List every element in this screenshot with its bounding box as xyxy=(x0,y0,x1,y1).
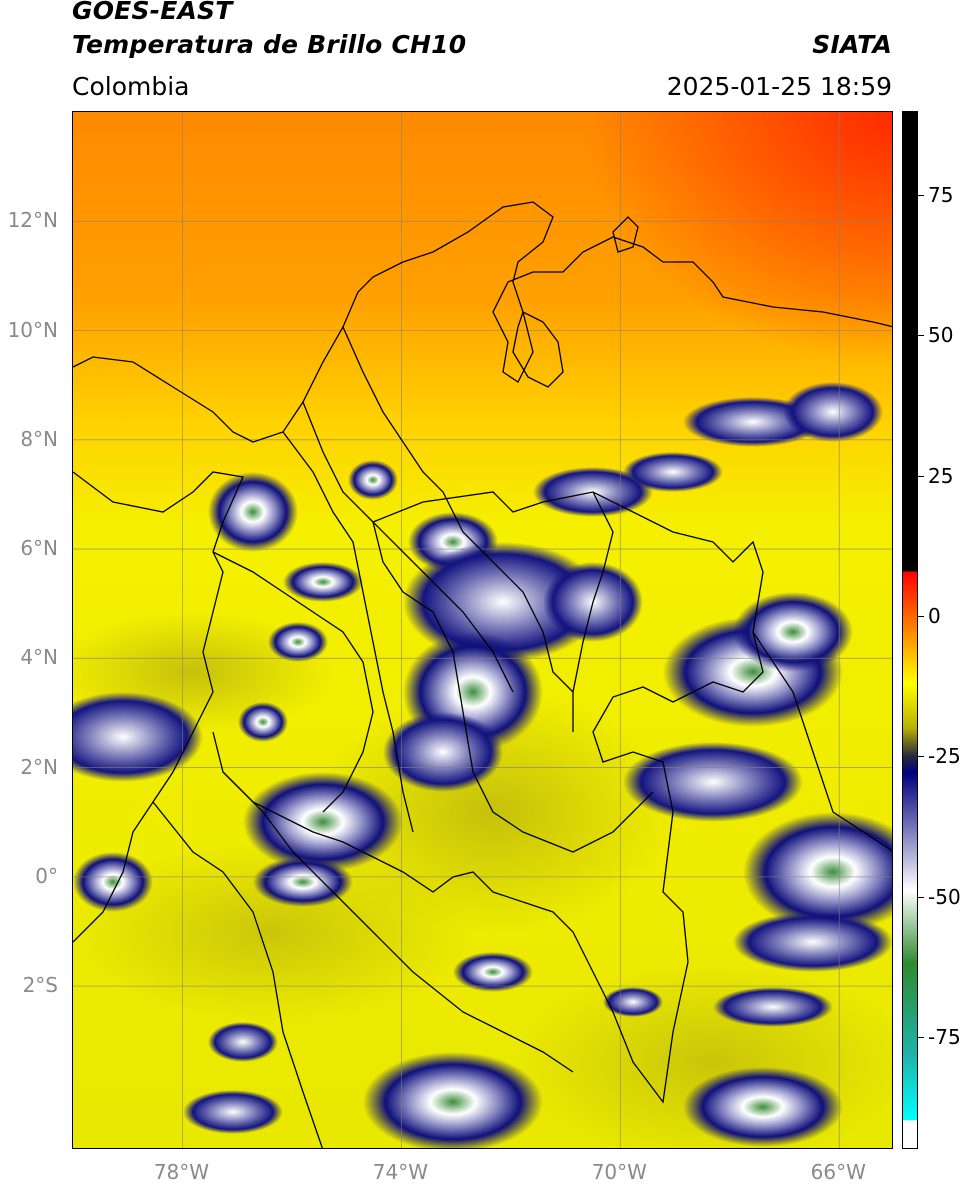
colorbar-tick-mark xyxy=(918,615,924,617)
lat-tick-label: 12°N xyxy=(7,208,58,233)
lat-tick-label: 4°N xyxy=(20,645,58,670)
lon-tick-label: 70°W xyxy=(591,1160,647,1184)
colorbar-tick-mark xyxy=(918,756,924,758)
colombia-border xyxy=(212,491,764,1104)
lat-tick-label: 0° xyxy=(35,863,58,888)
borders xyxy=(73,201,892,1148)
colorbar-tick-mark xyxy=(918,195,924,197)
colorbar-tick-mark xyxy=(918,1036,924,1038)
colorbar-tick-label: -50 xyxy=(928,884,961,909)
lon-tick-label: 74°W xyxy=(372,1160,429,1184)
colorbar xyxy=(902,111,918,1149)
lat-tick-label: 10°N xyxy=(7,317,58,342)
satellite-map[interactable] xyxy=(72,111,893,1149)
colorbar-tick-mark xyxy=(918,896,924,898)
lon-tick-label: 78°W xyxy=(153,1160,210,1184)
lat-tick-label: 2°N xyxy=(20,754,58,779)
colorbar-tick-label: -25 xyxy=(928,744,961,769)
pacific-coast xyxy=(73,471,244,943)
product-title: Temperatura de Brillo CH10 xyxy=(72,30,467,59)
brand-label: SIATA xyxy=(812,30,892,59)
map-canvas xyxy=(73,112,892,1148)
colorbar-tick-label: 50 xyxy=(928,323,954,348)
cloud-cells xyxy=(73,382,892,1148)
datetime-label: 2025-01-25 18:59 xyxy=(666,72,892,101)
dept-lines-2 xyxy=(342,326,574,693)
colorbar-tick-label: 0 xyxy=(928,603,941,628)
lake-maracaibo xyxy=(512,311,564,388)
colorbar-tick-mark xyxy=(918,475,924,477)
lat-tick-label: 2°S xyxy=(22,973,58,998)
colorbar-tick-label: 25 xyxy=(928,463,954,488)
paraguana xyxy=(612,216,639,253)
caribbean-coast xyxy=(73,201,892,443)
region-label: Colombia xyxy=(72,72,190,101)
brazil-border xyxy=(752,631,892,852)
dept-lines-4 xyxy=(372,521,654,853)
colorbar-tick-label: 75 xyxy=(928,183,954,208)
dept-lines-5 xyxy=(212,551,374,813)
lon-tick-label: 66°W xyxy=(810,1160,866,1184)
satellite-title: GOES-EAST xyxy=(72,0,233,25)
lat-tick-label: 8°N xyxy=(20,426,58,451)
lat-tick-label: 6°N xyxy=(20,536,58,561)
colorbar-tick-label: -75 xyxy=(928,1024,961,1049)
colorbar-tick-mark xyxy=(918,335,924,337)
dept-lines-1 xyxy=(282,431,414,833)
dept-lines-3 xyxy=(302,401,514,693)
ecuador-border xyxy=(152,801,323,1148)
peru-border xyxy=(222,771,574,1073)
